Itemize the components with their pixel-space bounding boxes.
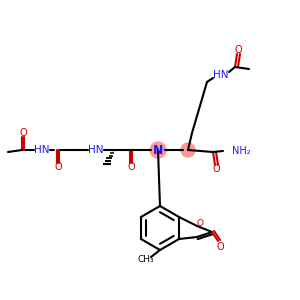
Text: O: O [216, 242, 224, 252]
Text: CH₃: CH₃ [138, 256, 154, 265]
Text: NH₂: NH₂ [232, 146, 250, 156]
Text: O: O [196, 218, 204, 227]
Text: N: N [153, 143, 163, 157]
Circle shape [150, 142, 166, 158]
Text: O: O [127, 162, 135, 172]
Text: O: O [212, 164, 220, 174]
Text: O: O [54, 162, 62, 172]
Text: HN: HN [34, 145, 50, 155]
Text: O: O [19, 128, 27, 138]
Text: HN: HN [213, 70, 229, 80]
Circle shape [181, 143, 195, 157]
Text: HN: HN [88, 145, 104, 155]
Text: O: O [234, 45, 242, 55]
